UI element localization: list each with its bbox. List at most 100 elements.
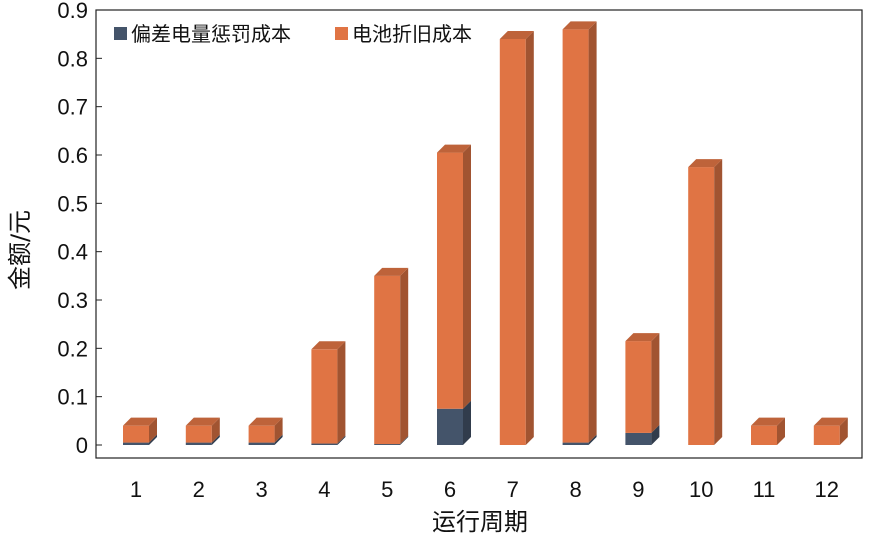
bars-group: [123, 21, 848, 446]
x-tick-label: 11: [753, 477, 776, 502]
bar-battery-4: [311, 341, 346, 444]
x-tick-label: 9: [632, 477, 644, 502]
bar-penalty-5: [374, 436, 409, 445]
bar-penalty-8: [562, 434, 597, 445]
y-tick-label: 0.5: [57, 191, 88, 216]
bar-side: [211, 417, 220, 443]
bar-front: [625, 341, 652, 433]
bar-side: [149, 417, 157, 443]
bar-side: [274, 434, 283, 445]
bar-side: [337, 435, 346, 445]
bar-battery-5: [374, 267, 409, 445]
bar-penalty-4: [311, 435, 346, 445]
y-tick-label: 0.4: [57, 240, 88, 265]
y-tick-label: 0.7: [57, 95, 88, 120]
bar-battery-3: [248, 417, 283, 443]
bar-front: [437, 152, 463, 409]
bar-front: [311, 443, 338, 445]
x-tick-label: 4: [318, 477, 330, 502]
bar-top: [688, 159, 723, 168]
bar-side: [337, 341, 346, 444]
bar-battery-11: [751, 417, 785, 445]
legend-label-penalty: 偏差电量惩罚成本: [131, 22, 291, 46]
bar-front: [813, 425, 840, 445]
x-tick-label: 12: [815, 477, 839, 502]
legend-swatch-battery: [335, 27, 348, 40]
bar-top: [123, 417, 157, 426]
bar-battery-2: [185, 417, 220, 443]
x-tick-label: 5: [381, 477, 393, 502]
bar-front: [751, 425, 777, 445]
bar-battery-9: [625, 333, 660, 433]
x-axis-label: 运行周期: [432, 508, 528, 536]
bar-top: [374, 267, 409, 276]
bar-penalty-9: [625, 424, 660, 445]
bar-battery-7: [499, 31, 534, 445]
bar-front: [185, 442, 212, 445]
x-tick-label: 7: [507, 477, 519, 502]
bar-penalty-6: [437, 400, 471, 445]
x-tick-label: 10: [689, 477, 713, 502]
bar-top: [248, 417, 283, 426]
bar-battery-10: [688, 159, 723, 446]
bar-side: [651, 333, 660, 433]
y-tick-label: 0.3: [57, 288, 88, 313]
bar-front: [374, 444, 401, 445]
bar-battery-1: [123, 417, 157, 443]
bar-top: [625, 333, 660, 342]
y-tick-label: 0.1: [57, 385, 88, 410]
bar-side: [463, 400, 471, 445]
x-tick-label: 2: [193, 477, 205, 502]
y-tick-label: 0.2: [57, 336, 88, 361]
bar-penalty-2: [185, 434, 220, 445]
bar-top: [813, 417, 848, 426]
x-tick-label: 6: [444, 477, 456, 502]
bar-side: [400, 436, 409, 445]
plot-frame: [95, 9, 863, 459]
bar-penalty-3: [248, 434, 283, 445]
y-tick-labels: 0 0.1 0.2 0.3 0.4 0.5 0.6 0.7 0.8 0.9: [57, 0, 102, 458]
bar-top: [562, 21, 597, 30]
bar-front: [123, 442, 149, 445]
bar-top: [499, 31, 534, 39]
legend-swatch-penalty: [114, 27, 127, 40]
bar-front: [374, 275, 401, 445]
bar-side: [651, 424, 660, 445]
y-tick-label: 0.8: [57, 46, 88, 71]
bar-battery-12: [813, 417, 848, 445]
bar-front: [311, 349, 338, 444]
x-tick-labels: 1 2 3 4 5 6 7 8 9 10 11 12: [130, 477, 839, 502]
bar-side: [149, 434, 157, 445]
y-tick-label: 0: [76, 433, 88, 458]
bar-penalty-1: [123, 434, 157, 445]
y-tick-label: 0.9: [57, 0, 88, 23]
bar-side: [777, 417, 785, 445]
bar-battery-6: [437, 144, 471, 409]
x-tick-label: 1: [130, 477, 142, 502]
bar-side: [525, 31, 534, 445]
y-axis-label: 金额/元: [6, 210, 34, 290]
bar-front: [185, 425, 212, 443]
plot-area: [95, 9, 863, 459]
bar-top: [311, 341, 346, 350]
bar-side: [211, 434, 220, 445]
bar-side: [588, 21, 597, 443]
bar-side: [400, 267, 409, 445]
bar-front: [688, 167, 715, 446]
bar-front: [625, 432, 652, 445]
bar-side: [588, 434, 597, 445]
bar-top: [185, 417, 220, 426]
x-tick-label: 8: [569, 477, 581, 502]
x-tick-label: 3: [255, 477, 267, 502]
legend-label-battery: 电池折旧成本: [352, 22, 472, 46]
bar-front: [248, 442, 275, 445]
bar-side: [714, 159, 723, 446]
bar-side: [274, 417, 283, 443]
bar-top: [437, 144, 471, 153]
y-tick-label: 0.6: [57, 143, 88, 168]
bar-front: [499, 39, 526, 445]
bar-top: [751, 417, 785, 426]
bar-side: [463, 144, 471, 409]
bar-front: [437, 408, 463, 445]
